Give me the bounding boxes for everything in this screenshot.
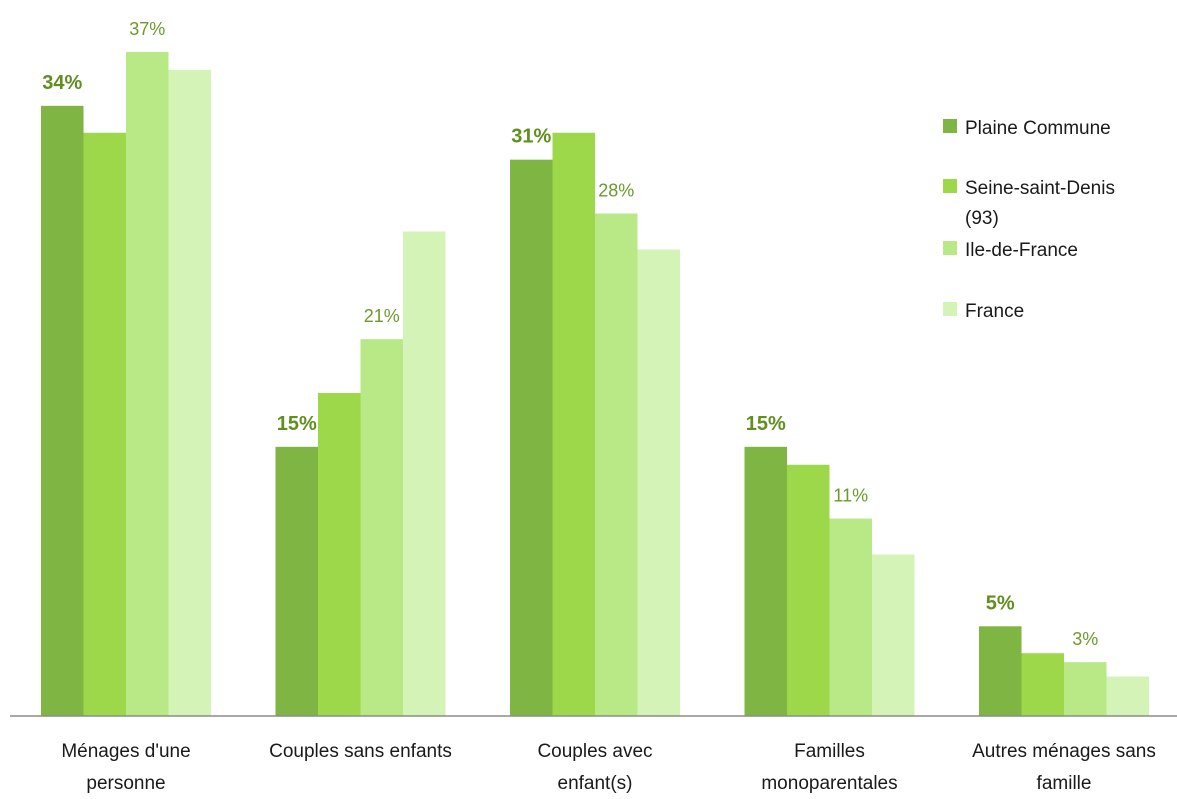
data-label-8: 5%	[986, 592, 1015, 614]
legend-swatch-2	[943, 241, 957, 255]
data-label-2: 15%	[277, 413, 317, 435]
bar-1-4	[1021, 653, 1064, 716]
legend-swatch-3	[943, 302, 957, 316]
legend-label-2: Ile-de-France	[965, 240, 1078, 261]
bar-3-3	[872, 554, 915, 716]
x-tick-label: Autres ménages sans	[972, 741, 1156, 762]
legend: Plaine Commune Seine-saint-Denis (93) Ile-d…	[943, 118, 1115, 322]
legend-label-1: Seine-saint-Denis	[965, 178, 1115, 199]
bar-2-3	[829, 518, 872, 716]
data-label-7: 11%	[833, 486, 868, 506]
bar-3-2	[637, 249, 680, 717]
x-tick-label: enfant(s)	[558, 773, 633, 794]
legend-label-3: France	[965, 301, 1024, 322]
data-label-0: 34%	[42, 72, 82, 94]
bar-0-1	[275, 446, 318, 716]
bar-1-0	[83, 132, 126, 716]
bar-2-4	[1064, 662, 1107, 716]
data-label-9: 3%	[1072, 629, 1098, 649]
bar-2-2	[595, 213, 638, 716]
legend-swatch-1	[943, 179, 957, 193]
bar-3-0	[168, 69, 211, 717]
data-label-5: 28%	[598, 181, 634, 201]
data-label-6: 15%	[746, 413, 786, 435]
x-tick-label: famille	[1037, 773, 1092, 794]
x-tick-label: Ménages d'une	[61, 741, 190, 762]
legend-label-0: Plaine Commune	[965, 118, 1111, 139]
data-label-4: 31%	[511, 126, 551, 148]
bar-0-3	[744, 446, 787, 716]
legend-label-1: (93)	[965, 208, 999, 229]
x-tick-label: Couples sans enfants	[269, 741, 452, 762]
data-label-3: 21%	[364, 306, 400, 326]
bar-2-1	[360, 339, 403, 716]
x-tick-label: Familles	[794, 741, 865, 762]
data-labels-layer: 34% 37% 15% 21% 31% 28% 15% 11% 5% 3%	[42, 19, 1098, 649]
bar-0-0	[41, 105, 84, 717]
bar-1-2	[552, 132, 595, 716]
x-tick-label: Couples avec	[537, 741, 652, 762]
x-tick-label: personne	[86, 773, 165, 794]
bar-0-4	[979, 626, 1022, 716]
x-axis-labels: Ménages d'une personne Couples sans enfant…	[61, 741, 1156, 794]
bar-3-1	[403, 231, 446, 716]
bar-2-0	[126, 52, 169, 716]
bar-0-2	[510, 159, 553, 717]
bar-1-1	[318, 392, 361, 716]
legend-swatch-0	[943, 119, 957, 133]
data-label-1: 37%	[129, 19, 165, 39]
bar-1-3	[787, 464, 830, 716]
bars-layer	[41, 52, 1149, 717]
x-tick-label: monoparentales	[761, 773, 897, 794]
bar-3-4	[1106, 676, 1149, 716]
